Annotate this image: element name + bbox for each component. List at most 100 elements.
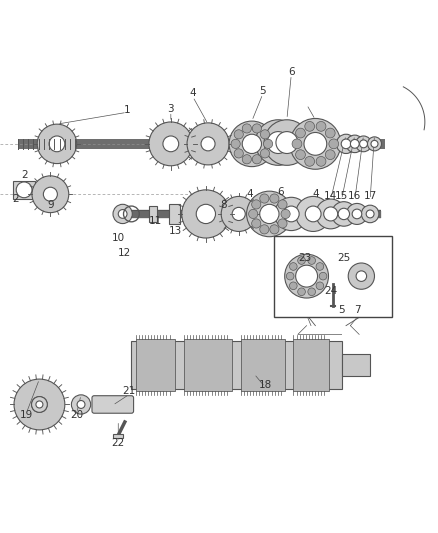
Circle shape xyxy=(77,400,85,408)
FancyBboxPatch shape xyxy=(13,181,35,199)
Circle shape xyxy=(242,134,261,154)
Circle shape xyxy=(201,137,215,151)
Circle shape xyxy=(305,122,314,131)
Circle shape xyxy=(324,207,338,221)
Circle shape xyxy=(252,219,261,228)
Text: 20: 20 xyxy=(70,410,83,421)
Circle shape xyxy=(346,135,364,152)
Circle shape xyxy=(270,194,279,203)
Circle shape xyxy=(290,282,297,289)
Text: 4: 4 xyxy=(246,189,253,199)
Circle shape xyxy=(338,208,350,220)
Circle shape xyxy=(325,128,335,138)
Text: 18: 18 xyxy=(258,379,272,390)
Circle shape xyxy=(367,137,381,151)
Circle shape xyxy=(14,379,65,430)
Circle shape xyxy=(308,288,315,296)
Text: 22: 22 xyxy=(112,438,125,448)
Circle shape xyxy=(316,282,324,289)
Circle shape xyxy=(371,140,378,147)
Text: 6: 6 xyxy=(288,67,295,77)
Text: 4: 4 xyxy=(189,88,196,99)
Circle shape xyxy=(298,257,305,264)
Text: 5: 5 xyxy=(259,86,266,96)
Circle shape xyxy=(316,122,326,131)
Circle shape xyxy=(356,271,367,281)
Circle shape xyxy=(242,124,251,133)
Circle shape xyxy=(221,197,256,231)
Circle shape xyxy=(187,123,229,165)
Circle shape xyxy=(278,200,287,209)
Text: 21: 21 xyxy=(123,386,136,397)
Circle shape xyxy=(231,139,240,149)
Circle shape xyxy=(264,120,310,165)
Circle shape xyxy=(234,130,244,139)
Circle shape xyxy=(316,199,346,229)
Text: 6: 6 xyxy=(277,187,284,197)
Text: 14: 14 xyxy=(324,191,337,201)
Circle shape xyxy=(270,225,279,234)
Circle shape xyxy=(356,136,371,152)
Circle shape xyxy=(118,209,127,219)
Circle shape xyxy=(361,205,379,223)
Text: 4: 4 xyxy=(312,189,319,199)
Circle shape xyxy=(36,401,43,408)
Text: 25: 25 xyxy=(337,253,350,263)
Circle shape xyxy=(37,124,77,164)
Circle shape xyxy=(43,187,57,201)
Circle shape xyxy=(325,150,335,159)
Circle shape xyxy=(232,207,245,221)
Circle shape xyxy=(336,134,356,154)
Circle shape xyxy=(249,209,258,219)
FancyBboxPatch shape xyxy=(136,339,175,391)
Circle shape xyxy=(32,397,47,413)
Circle shape xyxy=(263,139,272,149)
FancyBboxPatch shape xyxy=(113,434,123,438)
Circle shape xyxy=(296,150,305,159)
Circle shape xyxy=(196,204,215,223)
Circle shape xyxy=(252,200,261,209)
Text: 23: 23 xyxy=(298,253,311,263)
Circle shape xyxy=(234,149,244,158)
Circle shape xyxy=(260,130,269,139)
Circle shape xyxy=(252,155,261,164)
Circle shape xyxy=(316,157,326,166)
Circle shape xyxy=(366,210,374,218)
Circle shape xyxy=(267,132,289,154)
Text: 19: 19 xyxy=(20,410,33,421)
Circle shape xyxy=(252,124,261,133)
Circle shape xyxy=(276,132,298,154)
Circle shape xyxy=(255,120,301,165)
Circle shape xyxy=(113,204,132,223)
Text: 13: 13 xyxy=(169,225,182,236)
Text: 5: 5 xyxy=(338,305,345,316)
Circle shape xyxy=(350,140,359,148)
Circle shape xyxy=(278,219,287,228)
Circle shape xyxy=(290,118,341,169)
FancyBboxPatch shape xyxy=(241,339,285,391)
Circle shape xyxy=(260,194,269,203)
Circle shape xyxy=(281,209,290,219)
Circle shape xyxy=(49,136,65,152)
Text: 3: 3 xyxy=(167,104,174,114)
Text: 12: 12 xyxy=(118,248,131,259)
Circle shape xyxy=(341,139,351,149)
Text: 2: 2 xyxy=(21,169,28,180)
Text: 7: 7 xyxy=(353,305,360,316)
Text: 11: 11 xyxy=(149,215,162,225)
Circle shape xyxy=(346,204,367,224)
Circle shape xyxy=(283,206,299,222)
FancyBboxPatch shape xyxy=(184,339,232,391)
Text: 9: 9 xyxy=(47,200,54,210)
Circle shape xyxy=(305,206,321,222)
Circle shape xyxy=(296,265,318,287)
Text: 2: 2 xyxy=(12,193,19,204)
Circle shape xyxy=(348,263,374,289)
Circle shape xyxy=(298,288,305,296)
Text: 17: 17 xyxy=(364,191,377,201)
Text: 10: 10 xyxy=(112,233,125,243)
Circle shape xyxy=(260,149,269,158)
Circle shape xyxy=(229,121,275,167)
FancyBboxPatch shape xyxy=(149,206,157,222)
Circle shape xyxy=(308,257,315,264)
